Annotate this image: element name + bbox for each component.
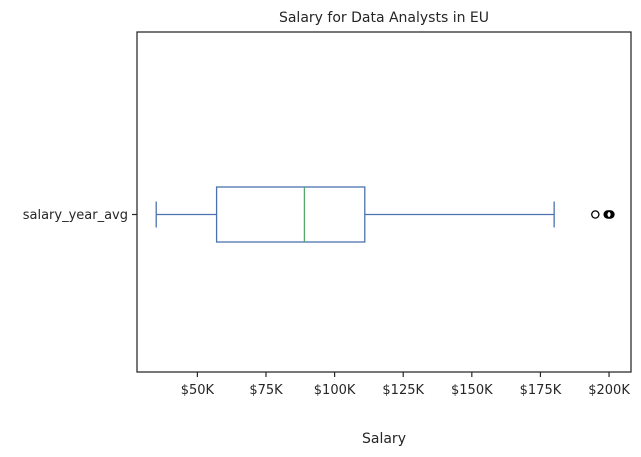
iqr-box (215, 186, 366, 243)
chart-title: Salary for Data Analysts in EU (279, 10, 489, 26)
x-tick-label: $75K (249, 383, 283, 398)
x-tick-label: $125K (382, 383, 424, 398)
x-axis-ticks: $50K $75K $100K $125K $150K $175K $200K (132, 213, 630, 398)
x-tick-label: $50K (181, 383, 215, 398)
outlier-point (606, 210, 615, 219)
x-tick-label: $175K (520, 383, 562, 398)
axes-frame (136, 31, 632, 373)
outlier-point (591, 210, 600, 219)
x-tick-label: $150K (451, 383, 493, 398)
x-tick-label: $200K (588, 383, 630, 398)
x-tick-label: $100K (314, 383, 356, 398)
plot-area (155, 186, 615, 243)
y-category-label: salary_year_avg (23, 208, 128, 223)
x-axis-label: Salary (362, 431, 406, 447)
